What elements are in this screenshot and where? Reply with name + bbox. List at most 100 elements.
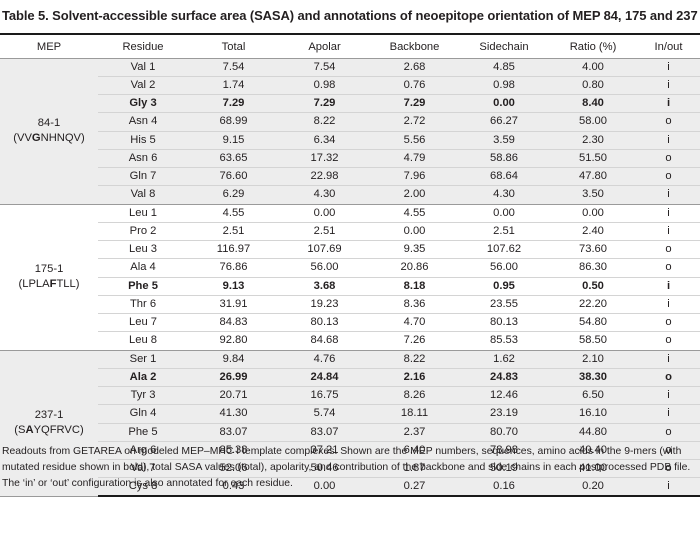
mutated-residue: F: [49, 278, 57, 290]
residue-cell: Asn 6: [98, 149, 188, 169]
inout-cell: i: [637, 295, 700, 315]
total-cell: 4.55: [188, 204, 279, 223]
inout-cell: o: [637, 167, 700, 187]
total-cell: 84.83: [188, 313, 279, 333]
top-rule: [0, 33, 700, 35]
ratio-cell: 58.50: [549, 331, 637, 351]
header-sidechain: Sidechain: [459, 36, 549, 59]
table-row: Tyr 3 20.71 16.75 8.26 12.46 6.50 i: [0, 386, 700, 406]
residue-cell: Pro 2: [98, 222, 188, 242]
total-cell: 0.43: [188, 477, 279, 498]
table-row: Ala 4 76.86 56.00 20.86 56.00 86.30 o: [0, 258, 700, 278]
sidechain-cell: 0.98: [459, 76, 549, 96]
backbone-cell: 20.86: [370, 258, 459, 278]
inout-cell: i: [637, 477, 700, 498]
sidechain-cell: 56.00: [459, 258, 549, 278]
table-row: 84-1 (VVGNHNQV) Val 1 7.54 7.54 2.68 4.85 4.00 i: [0, 58, 700, 205]
backbone-cell: 4.55: [370, 204, 459, 223]
apolar-cell: 3.68: [279, 277, 370, 296]
sidechain-cell: 0.00: [459, 204, 549, 223]
total-cell: 2.51: [188, 222, 279, 242]
table-title: Table 5. Solvent-accessible surface area…: [2, 8, 698, 23]
apolar-cell: 22.98: [279, 167, 370, 187]
backbone-cell: 8.22: [370, 350, 459, 369]
sequence-suffix: NHNQV): [40, 132, 85, 144]
inout-cell: o: [637, 368, 700, 388]
residue-cell: Phe 5: [98, 423, 188, 442]
ratio-cell: 0.20: [549, 477, 637, 498]
table-footnote: Readouts from GETAREA on modeled MEP–MHC…: [2, 446, 691, 489]
table-row: Arg 6 85.38 37.21 6.40 78.98 40.40 o: [0, 441, 700, 461]
backbone-cell: 18.11: [370, 404, 459, 424]
ratio-cell: 0.50: [549, 277, 637, 296]
total-cell: 26.99: [188, 368, 279, 388]
table-row: Phe 5 83.07 83.07 2.37 80.70 44.80 o: [0, 423, 700, 442]
residue-cell: Gln 4: [98, 404, 188, 424]
inout-cell: o: [637, 313, 700, 333]
ratio-cell: 8.40: [549, 94, 637, 114]
sidechain-cell: 0.95: [459, 277, 549, 296]
inout-cell: i: [637, 222, 700, 242]
apolar-cell: 6.34: [279, 131, 370, 150]
backbone-cell: 5.56: [370, 131, 459, 150]
residue-cell: Asn 4: [98, 112, 188, 132]
mutated-residue: A: [25, 424, 34, 436]
residue-cell: Gly 3: [98, 94, 188, 114]
table-row: Gly 3 7.29 7.29 7.29 0.00 8.40 i: [0, 94, 700, 114]
inout-cell: o: [637, 240, 700, 260]
apolar-cell: 83.07: [279, 423, 370, 442]
backbone-cell: 8.18: [370, 277, 459, 296]
apolar-cell: 50.46: [279, 459, 370, 479]
residue-cell: Cys 8: [98, 477, 188, 498]
mutated-residue: G: [31, 132, 41, 144]
total-cell: 76.86: [188, 258, 279, 278]
residue-cell: Val 1: [98, 58, 188, 77]
sidechain-cell: 107.62: [459, 240, 549, 260]
residue-cell: Gln 7: [98, 167, 188, 187]
total-cell: 52.06: [188, 459, 279, 479]
total-cell: 92.80: [188, 331, 279, 351]
backbone-cell: 7.29: [370, 94, 459, 114]
apolar-cell: 84.68: [279, 331, 370, 351]
residue-cell: Val 7: [98, 459, 188, 479]
residue-cell: His 5: [98, 131, 188, 150]
sequence-suffix: TLL): [56, 278, 80, 290]
total-cell: 7.29: [188, 94, 279, 114]
mep-sequence: (VVGNHNQV): [0, 131, 98, 146]
ratio-cell: 0.80: [549, 76, 637, 96]
inout-cell: i: [637, 350, 700, 369]
apolar-cell: 7.54: [279, 58, 370, 77]
ratio-cell: 41.00: [549, 459, 637, 479]
table-row: Val 7 52.06 50.46 1.87 50.19 41.00 o: [0, 459, 700, 479]
residue-cell: Thr 6: [98, 295, 188, 315]
mep-group: 175-1 (LPLAFTLL) Leu 1 4.55 0.00 4.55 0.00 0.00…: [0, 204, 700, 351]
sidechain-cell: 4.30: [459, 185, 549, 205]
ratio-cell: 2.30: [549, 131, 637, 150]
table-row: Gln 7 76.60 22.98 7.96 68.64 47.80 o: [0, 167, 700, 187]
inout-cell: i: [637, 404, 700, 424]
backbone-cell: 0.76: [370, 76, 459, 96]
apolar-cell: 4.76: [279, 350, 370, 369]
header-row: MEP Residue Total Apolar Backbone Sidech…: [0, 36, 700, 59]
apolar-cell: 0.00: [279, 477, 370, 498]
residue-cell: Leu 7: [98, 313, 188, 333]
mep-id: 237-1: [34, 408, 64, 421]
sidechain-cell: 24.83: [459, 368, 549, 388]
table-row: Gln 4 41.30 5.74 18.11 23.19 16.10 i: [0, 404, 700, 424]
total-cell: 68.99: [188, 112, 279, 132]
table-row: 237-1 (SAYQFRVC) Ser 1 9.84 4.76 8.22 1.62 2.10…: [0, 350, 700, 497]
residue-cell: Phe 5: [98, 277, 188, 296]
sasa-table: MEP Residue Total Apolar Backbone Sidech…: [0, 36, 700, 498]
total-cell: 31.91: [188, 295, 279, 315]
total-cell: 83.07: [188, 423, 279, 442]
total-cell: 41.30: [188, 404, 279, 424]
mep-cell: 237-1 (SAYQFRVC): [0, 350, 98, 497]
apolar-cell: 17.32: [279, 149, 370, 169]
backbone-cell: 6.40: [370, 441, 459, 461]
sidechain-cell: 1.62: [459, 350, 549, 369]
sidechain-cell: 85.53: [459, 331, 549, 351]
table-row: Val 2 1.74 0.98 0.76 0.98 0.80 i: [0, 76, 700, 96]
ratio-cell: 86.30: [549, 258, 637, 278]
backbone-cell: 2.16: [370, 368, 459, 388]
inout-cell: o: [637, 331, 700, 351]
